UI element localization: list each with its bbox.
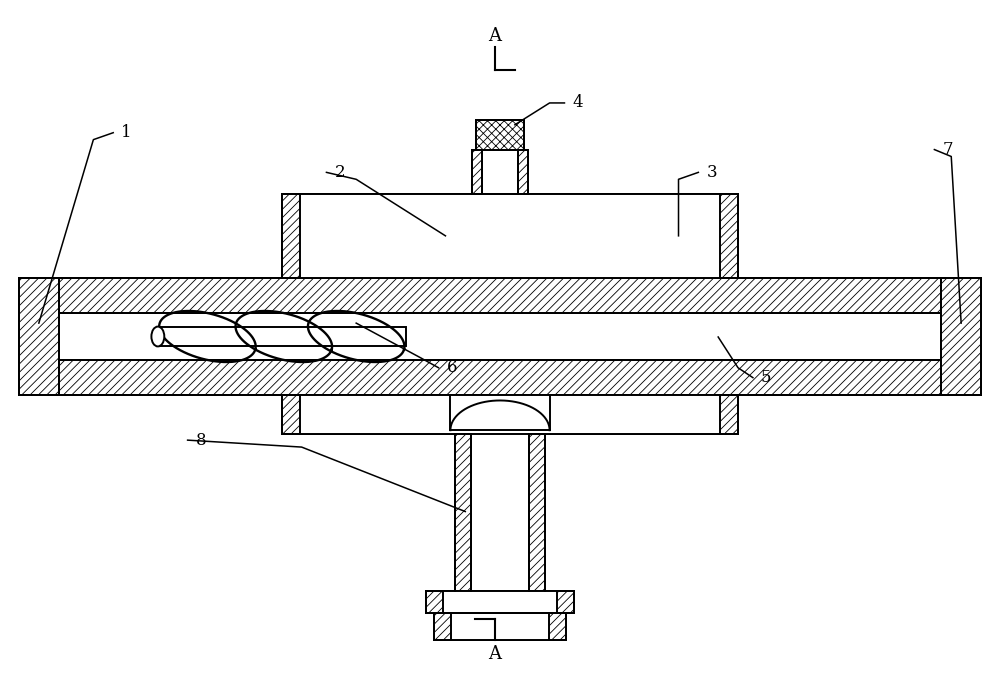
- Bar: [471, 434, 529, 591]
- Text: 3: 3: [706, 164, 717, 181]
- Text: 7: 7: [942, 141, 953, 158]
- Text: 8: 8: [196, 431, 206, 449]
- Bar: [451, 612, 549, 641]
- Bar: [19, 279, 59, 394]
- Bar: [426, 591, 574, 612]
- Bar: [282, 394, 738, 434]
- Text: 6: 6: [446, 359, 457, 376]
- Bar: [59, 279, 941, 313]
- Bar: [282, 394, 738, 434]
- Bar: [476, 120, 524, 149]
- Text: A: A: [489, 645, 502, 664]
- Polygon shape: [450, 400, 550, 430]
- Bar: [472, 149, 528, 194]
- Bar: [59, 360, 941, 394]
- Bar: [434, 612, 566, 641]
- Text: 2: 2: [334, 164, 345, 181]
- Bar: [455, 434, 471, 591]
- Bar: [282, 194, 738, 279]
- Bar: [300, 194, 720, 279]
- Bar: [529, 434, 545, 591]
- Bar: [434, 612, 566, 641]
- Bar: [59, 360, 941, 394]
- Text: A: A: [489, 26, 502, 44]
- Bar: [59, 313, 941, 360]
- Bar: [282, 194, 738, 279]
- Bar: [443, 591, 557, 612]
- Bar: [472, 149, 482, 194]
- Bar: [941, 279, 981, 394]
- Bar: [426, 591, 574, 612]
- Bar: [482, 149, 518, 194]
- Bar: [941, 279, 981, 394]
- Bar: [476, 120, 524, 149]
- Bar: [59, 279, 941, 313]
- Text: 1: 1: [121, 125, 132, 141]
- Bar: [158, 326, 406, 347]
- Bar: [19, 279, 59, 394]
- Text: 5: 5: [761, 369, 771, 386]
- Bar: [300, 394, 720, 434]
- Ellipse shape: [151, 326, 164, 347]
- Text: 4: 4: [572, 94, 583, 112]
- Bar: [518, 149, 528, 194]
